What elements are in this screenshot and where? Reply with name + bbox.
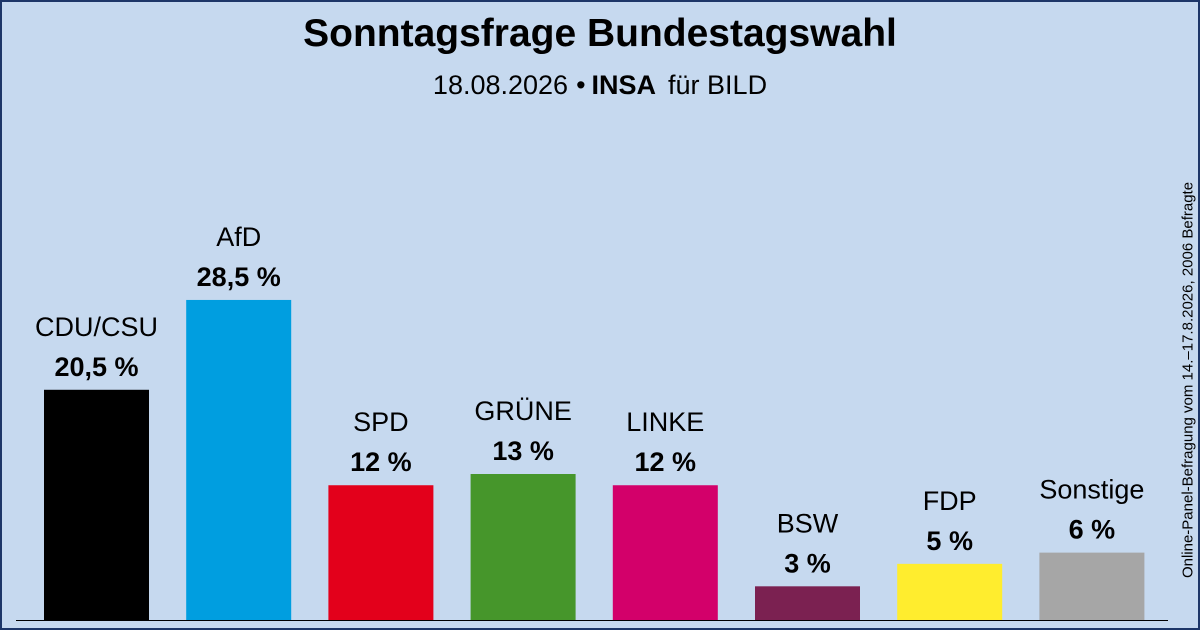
bar-fdp <box>897 563 1003 620</box>
bar-category-label: BSW <box>777 508 839 538</box>
poll-client: für BILD <box>668 70 768 100</box>
bar-category-label: FDP <box>923 486 977 516</box>
bar-category-label: SPD <box>353 407 409 437</box>
poll-institute: INSA <box>591 70 657 100</box>
bars-group: 20,5 % CDU/CSU 28,5 % AfD 12 % SPD 13 % GRÜNE 12… <box>35 222 1144 620</box>
bar-grüne <box>470 474 576 620</box>
bar-category-label: Sonstige <box>1039 475 1144 505</box>
chart-subtitle: 18.08.2026 • INSA für BILD <box>0 70 1200 101</box>
bar-value-label: 6 % <box>1069 515 1116 545</box>
chart-title: Sonntagsfrage Bundestagswahl <box>303 12 897 55</box>
poll-date: 18.08.2026 <box>432 70 569 100</box>
bar-value-label: 5 % <box>926 526 973 556</box>
bar-value-label: 3 % <box>784 548 831 578</box>
bar-value-label: 13 % <box>492 436 554 466</box>
bar-afd <box>186 299 292 620</box>
bar-category-label: CDU/CSU <box>35 312 158 342</box>
bar-category-label: GRÜNE <box>474 396 572 426</box>
bar-bsw <box>755 586 860 620</box>
subtitle-separator: • <box>576 70 586 100</box>
bar-category-label: AfD <box>216 222 261 252</box>
bar-spd <box>328 485 434 620</box>
bar-cdu-csu <box>44 389 149 620</box>
methodology-note: Online-Panel-Befragung vom 14.–17.8.2026… <box>1179 181 1197 579</box>
bar-value-label: 20,5 % <box>54 352 138 382</box>
bar-linke <box>612 485 718 620</box>
bar-value-label: 12 % <box>635 447 697 477</box>
bar-value-label: 28,5 % <box>197 262 281 292</box>
bar-category-label: LINKE <box>626 407 704 437</box>
bar-value-label: 12 % <box>350 447 412 477</box>
bar-sonstige <box>1039 552 1145 620</box>
